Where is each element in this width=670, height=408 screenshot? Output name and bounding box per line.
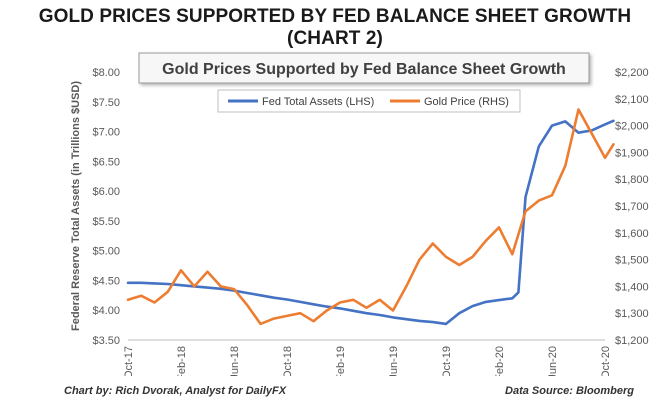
- y2-tick-label: $1,400: [615, 281, 649, 293]
- chart-container: $3.50 $4.00 $4.50 $5.00 $5.50 $6.00 $6.50 $7.00…: [0, 36, 670, 381]
- x-tick-label: Jun-18: [229, 346, 241, 376]
- line-chart: $3.50 $4.00 $4.50 $5.00 $5.50 $6.00 $6.50 $7.00…: [70, 52, 649, 381]
- y-tick-label: $4.50: [92, 275, 120, 287]
- legend-box: [217, 89, 521, 113]
- chart-credit: Chart by: Rich Dvorak, Analyst for Daily…: [64, 385, 287, 397]
- y2-tick-label: $1,300: [615, 308, 649, 320]
- y-tick-label: $6.50: [92, 156, 120, 168]
- y-tick-label: $8.00: [92, 67, 120, 79]
- y2-tick-label: $2,000: [615, 121, 649, 133]
- y2-tick-label: $1,600: [615, 228, 649, 240]
- x-tick-label: Oct-18: [282, 346, 294, 376]
- y2-tick-label: $2,200: [615, 67, 649, 79]
- legend-label: Fed Total Assets (LHS): [262, 96, 374, 108]
- y-tick-label: $5.00: [92, 246, 120, 258]
- x-tick-label: Jun-20: [547, 346, 559, 376]
- y-tick-label: $4.00: [92, 305, 120, 317]
- x-tick-label: Feb-20: [494, 346, 506, 376]
- x-tick-label: Jun-19: [388, 346, 400, 376]
- y-tick-label: $6.00: [92, 186, 120, 198]
- chart-title: Gold Prices Supported by Fed Balance She…: [162, 61, 566, 78]
- legend-label: Gold Price (RHS): [424, 96, 509, 108]
- x-tick-label: Oct-20: [600, 346, 612, 376]
- y-tick-label: $7.50: [92, 97, 120, 109]
- y2-tick-label: $1,500: [615, 255, 649, 267]
- x-tick-label: Feb-19: [335, 346, 347, 376]
- y2-tick-label: $1,800: [615, 174, 649, 186]
- x-tick-label: Oct-17: [123, 346, 135, 376]
- y2-tick-label: $1,700: [615, 201, 649, 213]
- page-title: GOLD PRICES SUPPORTED BY FED BALANCE SHE…: [38, 6, 632, 49]
- series-line-fed-assets: [126, 119, 615, 326]
- y2-tick-label: $2,100: [615, 94, 649, 106]
- y-tick-label: $7.00: [92, 127, 120, 139]
- series-line-gold-price: [126, 108, 615, 326]
- y2-tick-label: $1,200: [615, 335, 649, 347]
- y-tick-label: $3.50: [92, 335, 120, 347]
- x-tick-label: Oct-19: [441, 346, 453, 376]
- y2-tick-label: $1,900: [615, 147, 649, 159]
- x-tick-label: Feb-18: [176, 346, 188, 376]
- y-axis-title: Federal Reserve Total Assets (in Trillio…: [70, 81, 82, 331]
- data-source: Data Source: Bloomberg: [505, 385, 634, 397]
- chart-title-box: [138, 52, 590, 84]
- y-tick-label: $5.50: [92, 216, 120, 228]
